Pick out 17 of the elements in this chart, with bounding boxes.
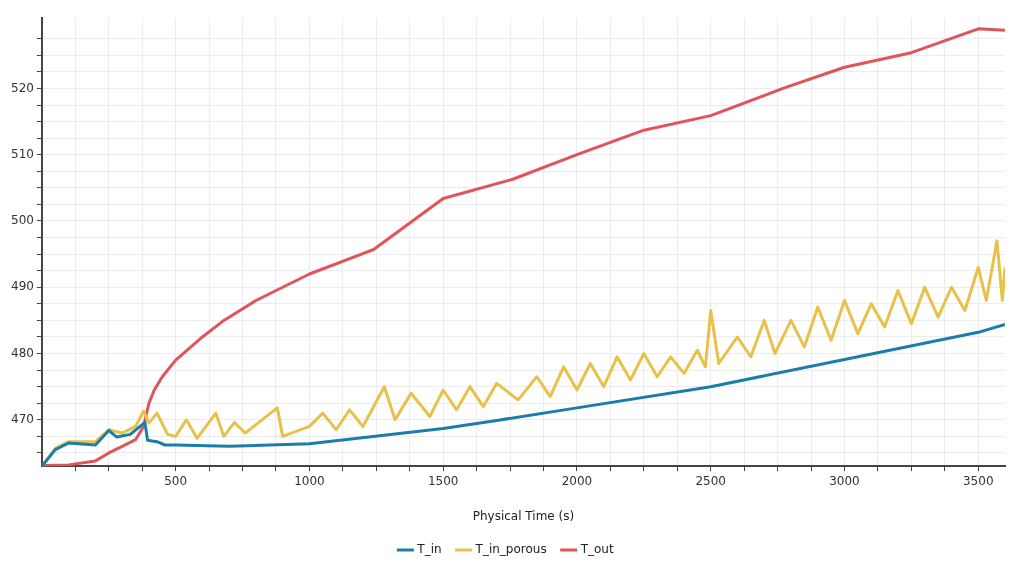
x-tick-label: 500 (164, 473, 188, 488)
y-tick-label: 470 (11, 411, 34, 426)
legend-label: T_in_porous (474, 542, 547, 557)
y-tick-label: 480 (11, 345, 34, 360)
x-tick-label: 1500 (427, 473, 459, 488)
y-tick-label: 510 (11, 146, 34, 161)
legend-label: T_out (579, 542, 614, 557)
x-tick-label: 3500 (962, 473, 994, 488)
y-tick-label: 490 (11, 279, 34, 294)
y-tick-label: 500 (11, 213, 34, 228)
x-tick-label: 2500 (695, 473, 726, 488)
x-axis-title: Physical Time (s) (472, 508, 575, 523)
legend-label: T_in (416, 542, 442, 557)
x-tick-label: 1000 (294, 473, 325, 488)
x-tick-label: 2000 (561, 473, 593, 488)
x-tick-label: 3000 (829, 473, 860, 488)
y-tick-label: 520 (11, 80, 34, 95)
